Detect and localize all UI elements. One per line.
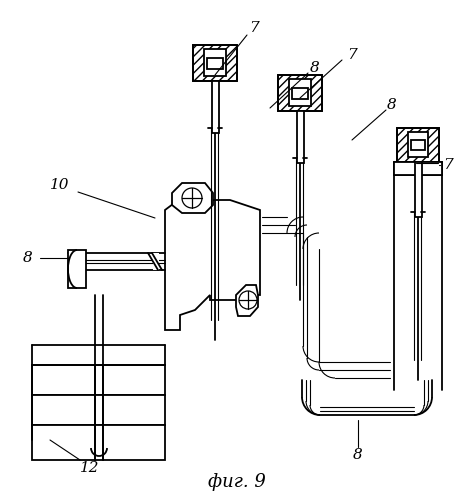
Bar [397, 128, 439, 162]
Text: 8: 8 [353, 448, 363, 462]
Circle shape [182, 188, 202, 208]
Bar [153, 253, 159, 270]
Bar [68, 250, 86, 288]
Text: 7: 7 [347, 48, 357, 62]
Bar [278, 75, 322, 111]
Bar [207, 58, 223, 69]
Bar [204, 49, 226, 76]
Bar [193, 45, 237, 81]
Bar [193, 45, 237, 81]
Text: 7: 7 [249, 21, 259, 35]
Text: 8: 8 [23, 251, 33, 265]
Text: 12: 12 [80, 461, 100, 475]
Bar [289, 79, 311, 106]
Text: 10: 10 [50, 178, 70, 192]
Bar [32, 395, 165, 425]
Polygon shape [165, 195, 260, 330]
Polygon shape [172, 183, 213, 213]
Text: 8: 8 [310, 61, 320, 75]
Text: 7: 7 [443, 158, 453, 172]
Bar [411, 140, 425, 150]
Polygon shape [236, 285, 258, 316]
Circle shape [239, 291, 257, 309]
Bar [278, 75, 322, 111]
Bar [32, 425, 165, 460]
Bar [408, 132, 428, 157]
Text: 8: 8 [387, 98, 397, 112]
Bar [32, 365, 165, 395]
Text: фиг. 9: фиг. 9 [208, 473, 266, 491]
Bar [297, 111, 304, 163]
Bar [394, 162, 442, 175]
Bar [397, 128, 439, 162]
Bar [292, 88, 308, 99]
Bar [415, 162, 422, 217]
Bar [212, 81, 219, 133]
